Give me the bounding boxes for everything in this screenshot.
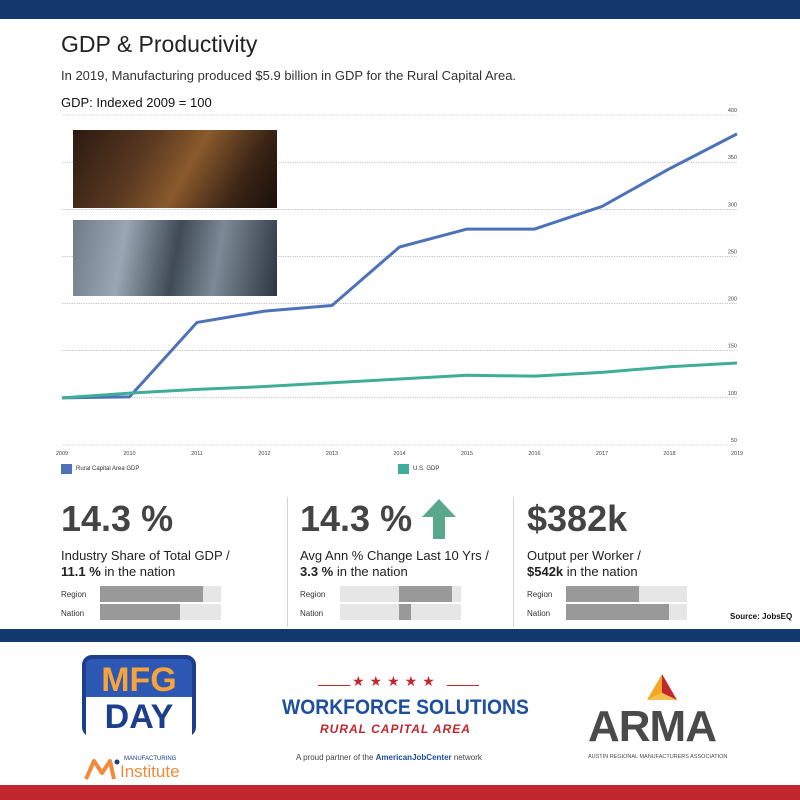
- ws-partner-post: network: [451, 753, 482, 762]
- page-title: GDP & Productivity: [61, 31, 258, 57]
- x-tick-label: 2010: [123, 451, 135, 457]
- mi-logo-small: MANUFACTURING: [124, 756, 177, 762]
- kpi2-nation-label: Nation: [300, 609, 324, 618]
- kpi1-nation-label: Nation: [61, 609, 85, 618]
- kpi2-region-label: Region: [300, 590, 326, 599]
- ws-partner-brand: AmericanJobCenter: [375, 753, 452, 762]
- legend-label-rural: Rural Capital Area GDP: [76, 466, 140, 472]
- kpi-value-row: 14.3 %: [300, 498, 489, 540]
- x-tick-label: 2019: [731, 451, 743, 457]
- ws-logo-sub: RURAL CAPITAL AREA: [320, 722, 471, 736]
- arma-triangle-icon: [647, 674, 677, 700]
- kpi-avg-change: 14.3 % Avg Ann % Change Last 10 Yrs / 3.…: [300, 498, 489, 580]
- kpi-value: 14.3 %: [300, 498, 413, 539]
- kpi1-nation-bar: [100, 604, 221, 620]
- x-tick-label: 2016: [528, 451, 540, 457]
- ws-stars-icon: ★★★★★: [352, 673, 440, 689]
- kpi-divider: [287, 497, 288, 627]
- y-tick-label: 300: [728, 202, 737, 208]
- legend-swatch-us: [398, 464, 409, 474]
- kpi-desc-line1: Avg Ann % Change Last 10 Yrs /: [300, 548, 489, 563]
- y-tick-label: 200: [728, 297, 737, 303]
- x-tick-label: 2017: [596, 451, 608, 457]
- legend-item-rural: Rural Capital Area GDP: [61, 464, 139, 474]
- kpi-desc-bold: 3.3 %: [300, 564, 334, 579]
- ws-partner-note: A proud partner of the AmericanJobCenter…: [296, 753, 482, 762]
- kpi-description: Output per Worker / $542k in the nation: [527, 548, 641, 580]
- workers-photo-bottom: [73, 220, 277, 296]
- kpi2-region-bar: [340, 586, 461, 602]
- x-tick-label: 2012: [258, 451, 270, 457]
- x-tick-label: 2011: [191, 451, 203, 457]
- up-arrow-icon: [422, 499, 457, 539]
- kpi3-region-bar: [566, 586, 687, 602]
- ws-logo-title: WORKFORCE SOLUTIONS: [282, 696, 529, 719]
- legend-label-us: U.S. GDP: [413, 466, 440, 472]
- kpi3-nation-label: Nation: [527, 609, 551, 618]
- x-tick-label: 2018: [663, 451, 675, 457]
- y-tick-label: 150: [728, 344, 737, 350]
- kpi-desc-bold: 11.1 %: [61, 564, 101, 579]
- manufacturing-institute-icon: [84, 759, 120, 780]
- legend-item-us: U.S. GDP: [398, 464, 439, 474]
- kpi2-nation-bar: [340, 604, 461, 620]
- legend-swatch-rural: [61, 464, 72, 474]
- kpi-desc-rest: in the nation: [333, 564, 408, 579]
- kpi3-nation-bar: [566, 604, 687, 620]
- x-tick-label: 2013: [326, 451, 338, 457]
- kpi-desc-bold: $542k: [527, 564, 564, 579]
- kpi3-region-fill: [566, 586, 639, 602]
- series-line-rural: [61, 132, 738, 400]
- kpi-industry-share: 14.3 % Industry Share of Total GDP / 11.…: [61, 498, 230, 580]
- top-band: [0, 0, 800, 19]
- kpi1-region-fill: [100, 586, 203, 602]
- mi-logo-big: Institute: [120, 762, 180, 781]
- source-note: Source: JobsEQ: [730, 612, 793, 621]
- ws-rule-left: [318, 685, 350, 686]
- kpi3-region-label: Region: [527, 590, 553, 599]
- bottom-band: [0, 785, 800, 800]
- arma-logo-sub: AUSTIN REGIONAL MANUFACTURERS ASSOCIATIO…: [588, 754, 728, 760]
- mfg-logo-bottom: DAY: [86, 697, 192, 737]
- mfg-logo-top: MFG: [101, 661, 177, 699]
- y-tick-label: 100: [728, 391, 737, 397]
- y-tick-label: 250: [728, 249, 737, 255]
- footer-band: [0, 629, 800, 642]
- y-tick-label: 350: [728, 155, 737, 161]
- kpi-value: 14.3 %: [61, 498, 174, 539]
- series-line-us: [61, 361, 738, 400]
- mfg-day-logo: MFG DAY: [82, 655, 196, 737]
- kpi-desc-rest: in the nation: [100, 564, 176, 579]
- kpi-description: Industry Share of Total GDP / 11.1 % in …: [61, 548, 230, 580]
- kpi1-nation-fill: [100, 604, 180, 620]
- x-tick-label: 2014: [393, 451, 405, 457]
- index-label: GDP: Indexed 2009 = 100: [61, 95, 212, 110]
- kpi-desc-rest: in the nation: [563, 564, 638, 579]
- kpi-divider: [513, 497, 514, 627]
- arma-logo-text: ARMA: [588, 702, 717, 751]
- y-tick-label: 50: [731, 438, 737, 444]
- x-tick-label: 2009: [56, 451, 68, 457]
- ws-partner-pre: A proud partner of the: [296, 753, 376, 762]
- kpi2-region-fill: [399, 586, 452, 602]
- y-tick-label: 400: [728, 108, 737, 114]
- kpi1-region-label: Region: [61, 590, 87, 599]
- page-subtitle: In 2019, Manufacturing produced $5.9 bil…: [61, 68, 517, 83]
- kpi-desc-line1: Output per Worker /: [527, 548, 641, 563]
- kpi-output-per-worker: $382k Output per Worker / $542k in the n…: [527, 498, 641, 580]
- kpi3-nation-fill: [566, 604, 669, 620]
- kpi1-region-bar: [100, 586, 221, 602]
- workers-photo-top: [73, 130, 277, 208]
- ws-rule-right: [447, 685, 479, 686]
- kpi-desc-line1: Industry Share of Total GDP /: [61, 548, 230, 563]
- kpi-value: $382k: [527, 498, 628, 539]
- kpi2-nation-fill: [399, 604, 412, 620]
- kpi-description: Avg Ann % Change Last 10 Yrs / 3.3 % in …: [300, 548, 489, 580]
- x-tick-label: 2015: [461, 451, 473, 457]
- gdp-line-chart: 50 100 150 200 250 300 350 400 2009 2010 2011 2012 2…: [56, 108, 743, 457]
